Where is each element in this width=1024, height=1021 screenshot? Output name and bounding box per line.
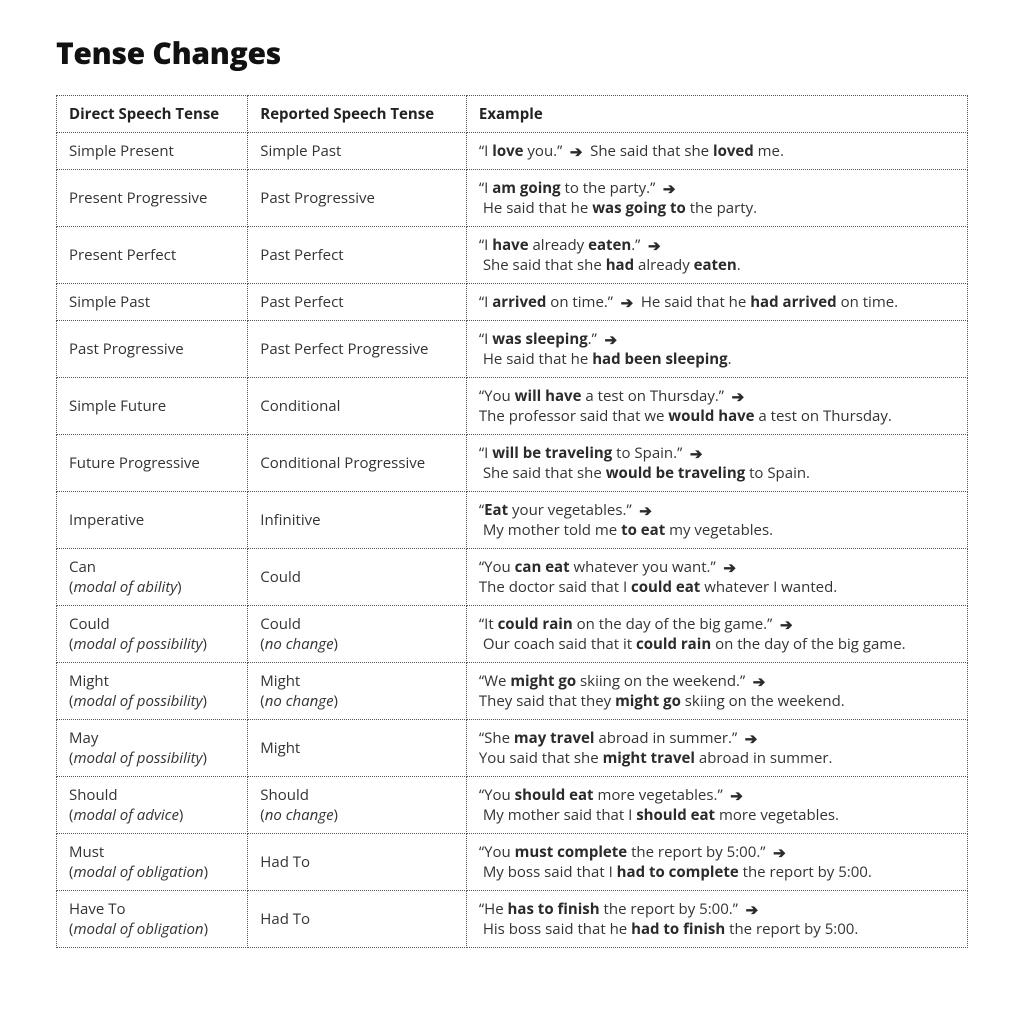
direct-tense-cell: Simple Past (57, 284, 248, 321)
direct-tense-cell: Could(modal of possibility) (57, 606, 248, 663)
table-row: Simple PresentSimple Past“I love you.” ➔… (57, 133, 968, 170)
reported-tense-cell: Simple Past (248, 133, 467, 170)
example-cell: “Eat your vegetables.” ➔ My mother told … (466, 492, 967, 549)
example-cell: “I love you.” ➔ She said that she loved … (466, 133, 967, 170)
direct-tense-cell: Might(modal of possibility) (57, 663, 248, 720)
reported-tense-cell: Could(no change) (248, 606, 467, 663)
direct-tense-cell: Must(modal of obligation) (57, 834, 248, 891)
example-cell: “I arrived on time.” ➔ He said that he h… (466, 284, 967, 321)
reported-tense-cell: Past Progressive (248, 170, 467, 227)
direct-tense-cell: Have To(modal of obligation) (57, 891, 248, 948)
reported-tense-cell: Could (248, 549, 467, 606)
col-direct: Direct Speech Tense (57, 96, 248, 133)
example-cell: “It could rain on the day of the big gam… (466, 606, 967, 663)
table-row: Simple PastPast Perfect“I arrived on tim… (57, 284, 968, 321)
tense-table: Direct Speech Tense Reported Speech Tens… (56, 95, 968, 948)
example-cell: “You must complete the report by 5:00.” … (466, 834, 967, 891)
table-row: Might(modal of possibility)Might(no chan… (57, 663, 968, 720)
reported-tense-cell: Conditional Progressive (248, 435, 467, 492)
example-cell: “I was sleeping.” ➔ He said that he had … (466, 321, 967, 378)
reported-tense-cell: Had To (248, 891, 467, 948)
example-cell: “She may travel abroad in summer.” ➔You … (466, 720, 967, 777)
direct-tense-cell: Can(modal of ability) (57, 549, 248, 606)
example-cell: “He has to finish the report by 5:00.” ➔… (466, 891, 967, 948)
example-cell: “You will have a test on Thursday.” ➔The… (466, 378, 967, 435)
example-cell: “You should eat more vegetables.” ➔ My m… (466, 777, 967, 834)
table-row: Must(modal of obligation)Had To“You must… (57, 834, 968, 891)
example-cell: “I am going to the party.” ➔ He said tha… (466, 170, 967, 227)
table-row: Present PerfectPast Perfect“I have alrea… (57, 227, 968, 284)
example-cell: “You can eat whatever you want.” ➔The do… (466, 549, 967, 606)
table-row: Simple FutureConditional“You will have a… (57, 378, 968, 435)
reported-tense-cell: Might (248, 720, 467, 777)
reported-tense-cell: Past Perfect (248, 284, 467, 321)
example-cell: “I have already eaten.” ➔ She said that … (466, 227, 967, 284)
reported-tense-cell: Conditional (248, 378, 467, 435)
table-row: Past ProgressivePast Perfect Progressive… (57, 321, 968, 378)
page-title: Tense Changes (56, 32, 968, 73)
reported-tense-cell: Might(no change) (248, 663, 467, 720)
direct-tense-cell: May(modal of possibility) (57, 720, 248, 777)
table-row: Have To(modal of obligation)Had To“He ha… (57, 891, 968, 948)
table-row: ImperativeInfinitive“Eat your vegetables… (57, 492, 968, 549)
direct-tense-cell: Imperative (57, 492, 248, 549)
col-reported: Reported Speech Tense (248, 96, 467, 133)
direct-tense-cell: Should(modal of advice) (57, 777, 248, 834)
table-row: Should(modal of advice)Should(no change)… (57, 777, 968, 834)
table-row: May(modal of possibility)Might“She may t… (57, 720, 968, 777)
reported-tense-cell: Past Perfect (248, 227, 467, 284)
direct-tense-cell: Future Progressive (57, 435, 248, 492)
direct-tense-cell: Past Progressive (57, 321, 248, 378)
direct-tense-cell: Simple Future (57, 378, 248, 435)
direct-tense-cell: Simple Present (57, 133, 248, 170)
reported-tense-cell: Should(no change) (248, 777, 467, 834)
table-row: Present ProgressivePast Progressive“I am… (57, 170, 968, 227)
reported-tense-cell: Had To (248, 834, 467, 891)
table-row: Could(modal of possibility)Could(no chan… (57, 606, 968, 663)
direct-tense-cell: Present Perfect (57, 227, 248, 284)
example-cell: “I will be traveling to Spain.” ➔ She sa… (466, 435, 967, 492)
table-row: Future ProgressiveConditional Progressiv… (57, 435, 968, 492)
direct-tense-cell: Present Progressive (57, 170, 248, 227)
table-header-row: Direct Speech Tense Reported Speech Tens… (57, 96, 968, 133)
reported-tense-cell: Past Perfect Progressive (248, 321, 467, 378)
reported-tense-cell: Infinitive (248, 492, 467, 549)
example-cell: “We might go skiing on the weekend.” ➔Th… (466, 663, 967, 720)
table-row: Can(modal of ability)Could“You can eat w… (57, 549, 968, 606)
col-example: Example (466, 96, 967, 133)
